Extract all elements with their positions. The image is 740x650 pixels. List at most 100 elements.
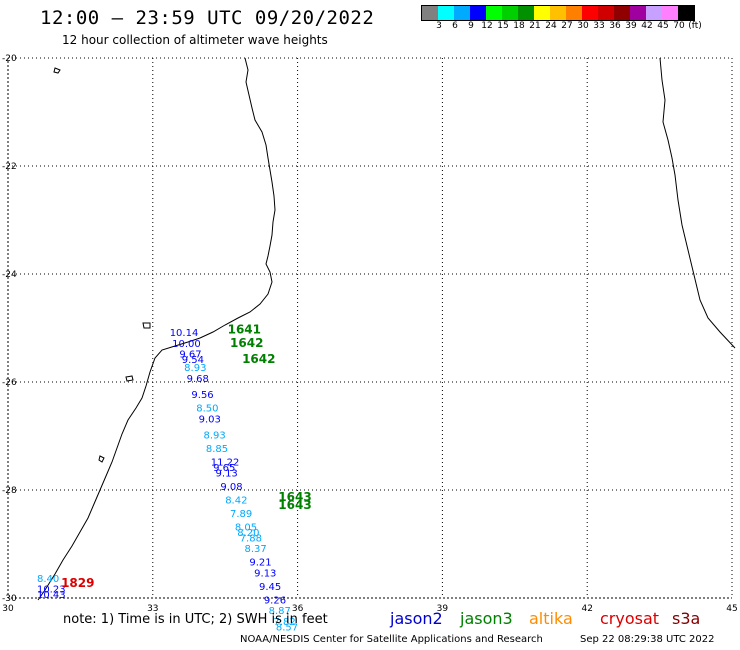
pass-time-label: 1642 (230, 336, 263, 350)
axis-tick-labels: 30 33 36 39 42 45 -20 -22 -24 -26 -28 -30 (2, 54, 738, 614)
legend-label: 36 (609, 21, 621, 31)
lat-tick-label: -26 (2, 378, 17, 388)
swh-value: 7.89 (230, 509, 252, 520)
legend-swatch (582, 6, 598, 20)
legend-swatch (646, 6, 662, 20)
legend-label: 42 (641, 21, 653, 31)
legend-swatch (614, 6, 630, 20)
legend-label: 30 (577, 21, 589, 31)
pass-time-label: 1829 (61, 576, 94, 590)
coastline (37, 57, 736, 601)
color-legend-labels: 3 6 9 12 15 18 21 24 27 30 33 36 39 42 45 70 (ft) (421, 21, 740, 33)
swh-value: 8.05 (235, 523, 257, 534)
swh-value: 9.13 (254, 568, 276, 579)
legend-label: 45 (657, 21, 669, 31)
swh-value: 9.21 (249, 558, 271, 569)
swh-value: 10.00 (172, 339, 201, 350)
lon-tick-label: 39 (437, 604, 449, 614)
island-3 (98, 455, 105, 463)
legend-swatch (662, 6, 678, 20)
legend-swatch (566, 6, 582, 20)
wave-height-observations: 10.1410.009.679.548.939.689.568.509.038.… (37, 328, 298, 633)
swh-value: 8.85 (206, 444, 228, 455)
legend-swatch (630, 6, 646, 20)
pass-time-label: 1643 (278, 498, 311, 512)
legend-label: 12 (481, 21, 493, 31)
map-title: 12:00 – 23:59 UTC 09/20/2022 (40, 7, 375, 29)
lon-tick-label: 42 (581, 604, 592, 614)
legend-swatch (486, 6, 502, 20)
island-4 (142, 322, 151, 329)
satellite-altika-label: altika (529, 609, 573, 628)
legend-label: 9 (468, 21, 474, 31)
satellite-jason3-label: jason3 (460, 609, 513, 628)
lat-tick-label: -22 (2, 162, 17, 172)
swh-value: 10.43 (37, 590, 66, 601)
legend-label: 27 (561, 21, 573, 31)
swh-value: 7.88 (240, 533, 262, 544)
swh-value: 10.23 (37, 585, 66, 596)
swh-value: 8.37 (245, 544, 267, 555)
lon-tick-label: 45 (726, 604, 737, 614)
swh-value: 8.50 (196, 404, 218, 415)
generation-timestamp: Sep 22 08:29:38 UTC 2022 (580, 634, 715, 645)
madagascar-coastline (659, 57, 736, 349)
swh-value: 8.42 (225, 496, 247, 507)
legend-swatch (422, 6, 438, 20)
lon-tick-label: 36 (292, 604, 304, 614)
island-1 (53, 67, 61, 74)
legend-swatch (454, 6, 470, 20)
lat-tick-label: -24 (2, 270, 17, 280)
swh-value: 11.22 (211, 458, 240, 469)
africa-coastline (37, 57, 276, 601)
swh-value: 9.13 (216, 469, 238, 480)
legend-swatch (598, 6, 614, 20)
island-2 (125, 375, 134, 382)
pass-time-label: 1641 (228, 322, 261, 336)
lon-tick-label: 33 (147, 604, 158, 614)
swh-value: 9.54 (182, 355, 204, 366)
swh-value: 8.93 (203, 431, 225, 442)
legend-label: 39 (625, 21, 637, 31)
legend-swatch (502, 6, 518, 20)
lat-tick-label: -28 (2, 486, 17, 496)
legend-label: 70 (673, 21, 685, 31)
map-frame (7, 57, 733, 599)
units-note: note: 1) Time is in UTC; 2) SWH is in fe… (63, 612, 328, 627)
lat-tick-label: -20 (2, 54, 17, 64)
legend-label: 18 (513, 21, 525, 31)
lon-tick-label: 30 (2, 604, 14, 614)
legend-label: 15 (497, 21, 509, 31)
legend-label: 24 (545, 21, 557, 31)
pass-time-label: 1643 (278, 490, 311, 504)
footer-credit: NOAA/NESDIS Center for Satellite Applica… (240, 634, 543, 645)
map-subtitle: 12 hour collection of altimeter wave hei… (62, 33, 328, 47)
swh-value: 8.87 (269, 606, 291, 617)
swh-value: 9.56 (191, 390, 213, 401)
lat-tick-label: -30 (2, 594, 17, 604)
legend-swatch (678, 6, 694, 20)
swh-value: 9.68 (187, 374, 209, 385)
lat-lon-grid (7, 57, 733, 599)
swh-value: 8.20 (237, 528, 259, 539)
pass-time-label: 1642 (242, 352, 275, 366)
legend-swatch (470, 6, 486, 20)
swh-value: 9.65 (213, 463, 235, 474)
swh-value: 8.40 (37, 574, 59, 585)
legend-label: (ft) (688, 21, 702, 31)
satellite-s3a-label: s3a (672, 609, 701, 628)
swh-value: 9.26 (264, 595, 286, 606)
swh-value: 10.14 (170, 328, 199, 339)
legend-swatch (534, 6, 550, 20)
satellite-cryosat-label: cryosat (600, 609, 660, 628)
legend-label: 33 (593, 21, 605, 31)
legend-swatch (518, 6, 534, 20)
swh-value: 8.93 (184, 363, 206, 374)
swh-value: 9.45 (259, 582, 281, 593)
legend-label: 3 (436, 21, 442, 31)
legend-swatch (438, 6, 454, 20)
swh-value: 7.82 (273, 617, 295, 628)
legend-swatch (550, 6, 566, 20)
